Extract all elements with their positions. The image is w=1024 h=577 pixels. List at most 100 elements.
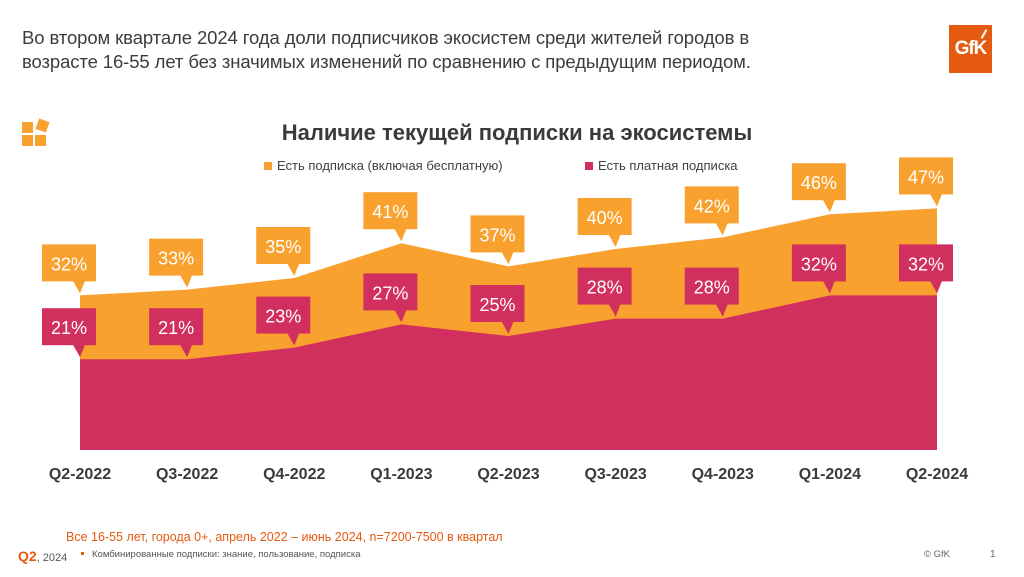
legend-item-any-subscription: Есть подписка (включая бесплатную) — [264, 158, 503, 173]
data-label-text: 21% — [51, 318, 87, 338]
data-label-any: 37% — [470, 215, 525, 265]
label-pointer — [608, 234, 621, 247]
page-number: 1 — [990, 549, 996, 560]
data-label-text: 37% — [479, 225, 515, 245]
label-pointer — [73, 344, 85, 358]
label-pointer — [715, 222, 728, 236]
data-label-paid: 28% — [684, 267, 739, 317]
data-label-text: 40% — [587, 208, 623, 228]
stacked-squares-icon — [22, 118, 50, 146]
data-label-any: 33% — [149, 238, 204, 288]
legend-label: Есть платная подписка — [598, 158, 738, 173]
data-label-text: 27% — [372, 283, 408, 303]
data-label-text: 35% — [265, 237, 301, 257]
data-label-text: 33% — [158, 249, 194, 269]
label-pointer — [608, 304, 621, 317]
label-pointer — [287, 333, 300, 346]
data-label-text: 28% — [694, 278, 730, 298]
x-tick-label: Q2-2023 — [477, 466, 539, 483]
data-label-paid: 21% — [42, 308, 96, 358]
data-label-text: 32% — [908, 254, 944, 274]
data-label-paid: 21% — [149, 308, 204, 358]
data-label-paid: 25% — [470, 285, 525, 334]
footer-note: Комбинированные подписки: знание, пользо… — [92, 549, 361, 560]
label-box — [577, 198, 632, 235]
report-period: Q2, 2024 — [18, 548, 67, 564]
area-paid-subscription — [80, 295, 937, 450]
label-pointer — [287, 263, 300, 276]
data-label-text: 42% — [694, 196, 730, 216]
copyright: © GfK — [924, 549, 951, 560]
label-box — [791, 163, 846, 201]
label-box — [470, 285, 525, 322]
chart-title: Наличие текущей подписки на экосистемы — [281, 120, 753, 145]
label-box — [256, 227, 311, 264]
x-tick-label: Q2-2024 — [906, 466, 968, 483]
data-label-text: 47% — [908, 167, 944, 187]
label-box — [149, 308, 204, 346]
data-label-text: 46% — [801, 173, 837, 193]
label-box — [899, 157, 953, 195]
label-pointer — [73, 280, 85, 294]
label-box — [149, 238, 204, 276]
data-label-text: 32% — [51, 254, 87, 274]
legend-item-paid-subscription: Есть платная подписка — [585, 158, 738, 173]
x-tick-label: Q2-2022 — [49, 466, 111, 483]
label-box — [791, 244, 846, 282]
label-pointer — [180, 275, 193, 288]
data-label-any: 40% — [577, 198, 632, 247]
label-box — [363, 192, 418, 230]
bullet-icon — [81, 552, 84, 555]
label-pointer — [822, 280, 835, 294]
label-box — [42, 244, 96, 282]
data-label-text: 32% — [801, 254, 837, 274]
sample-footnote: Все 16-55 лет, города 0+, апрель 2022 – … — [66, 530, 503, 544]
data-label-paid: 28% — [577, 267, 632, 317]
label-pointer — [394, 309, 407, 323]
gfk-logo: GfK — [949, 25, 992, 73]
legend-swatch-crimson — [585, 161, 593, 170]
label-box — [684, 267, 739, 305]
data-label-text: 28% — [587, 278, 623, 298]
legend-swatch-orange — [264, 161, 272, 170]
label-box — [577, 267, 632, 305]
x-tick-label: Q1-2024 — [799, 466, 861, 483]
data-label-any: 42% — [684, 186, 739, 236]
data-label-paid: 32% — [791, 244, 846, 294]
label-box — [42, 308, 96, 346]
data-label-any: 35% — [256, 227, 311, 276]
data-label-text: 41% — [372, 202, 408, 222]
x-tick-label: Q4-2022 — [263, 466, 325, 483]
data-label-any: 47% — [899, 157, 953, 207]
data-label-any: 32% — [42, 244, 96, 294]
data-label-any: 46% — [791, 163, 846, 213]
data-label-text: 23% — [265, 307, 301, 327]
data-label-any: 41% — [363, 192, 418, 242]
label-pointer — [822, 199, 835, 213]
x-tick-label: Q1-2023 — [370, 466, 432, 483]
data-label-paid: 23% — [256, 296, 311, 346]
label-box — [256, 296, 311, 334]
label-pointer — [501, 251, 514, 265]
x-tick-label: Q4-2023 — [692, 466, 754, 483]
x-tick-label: Q3-2022 — [156, 466, 218, 483]
label-pointer — [930, 280, 942, 294]
period-quarter: Q2 — [18, 548, 37, 564]
label-box — [684, 186, 739, 224]
x-tick-label: Q3-2023 — [584, 466, 646, 483]
label-pointer — [930, 193, 942, 207]
logo-text: GfK — [954, 38, 988, 59]
data-label-paid: 32% — [899, 244, 953, 294]
label-box — [899, 244, 953, 282]
label-box — [470, 215, 525, 253]
legend-label: Есть подписка (включая бесплатную) — [277, 158, 503, 173]
label-pointer — [394, 228, 407, 242]
data-label-text: 21% — [158, 318, 194, 338]
label-pointer — [180, 344, 193, 358]
label-pointer — [715, 304, 728, 317]
data-label-paid: 27% — [363, 273, 418, 323]
label-box — [363, 273, 418, 311]
period-year: , 2024 — [36, 552, 68, 564]
headline: Во втором квартале 2024 года доли подпис… — [22, 27, 751, 72]
